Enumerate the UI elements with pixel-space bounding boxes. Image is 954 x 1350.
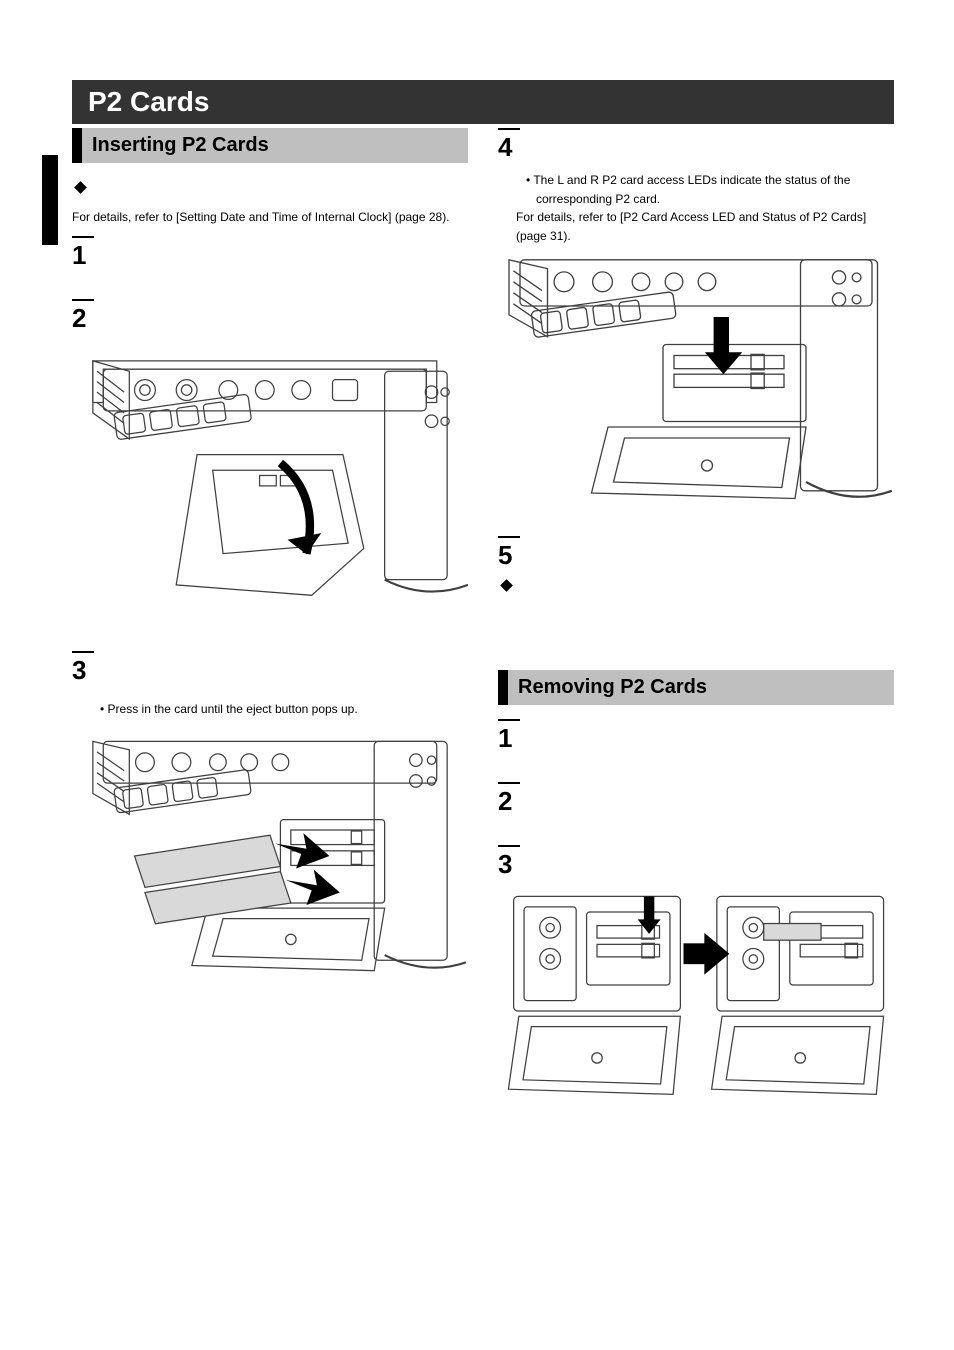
illustration-insert-card	[72, 731, 468, 1002]
step-number: 3	[72, 651, 94, 686]
step-number: 2	[498, 782, 520, 817]
remove-step-1: 1	[498, 719, 894, 774]
step-3: 3 • Press in the card until the eject bu…	[72, 651, 468, 719]
step-number: 4	[498, 128, 520, 163]
step-2: 2	[72, 299, 468, 334]
step4-bullet: • The L and R P2 card access LEDs indica…	[526, 171, 894, 208]
step-number: 1	[498, 719, 520, 754]
figure-open-cover	[72, 340, 468, 621]
diamond-icon	[500, 580, 513, 593]
figure-access-led	[498, 251, 894, 526]
section-inserting-header: Inserting P2 Cards	[72, 128, 468, 163]
step4-detail: For details, refer to [P2 Card Access LE…	[516, 208, 894, 245]
left-column: Inserting P2 Cards For details, refer to…	[72, 128, 468, 1126]
illustration-remove-card	[498, 886, 894, 1115]
step-number: 3	[498, 845, 520, 880]
page-title-bar: P2 Cards	[72, 80, 894, 124]
remove-step-3: 3	[498, 845, 894, 880]
illustration-open-cover	[72, 340, 468, 621]
step-1: 1	[72, 236, 468, 291]
figure-insert-card	[72, 731, 468, 1002]
detail-ref-text: For details, refer to [Setting Date and …	[72, 208, 468, 226]
page-title: P2 Cards	[88, 86, 878, 118]
right-column: 4 • The L and R P2 card access LEDs indi…	[498, 128, 894, 1126]
remove-step-2: 2	[498, 782, 894, 837]
section-removing-header: Removing P2 Cards	[498, 670, 894, 705]
step-number: 1	[72, 236, 94, 271]
step-5: 5	[498, 536, 894, 571]
diamond-icon	[74, 181, 87, 194]
two-column-layout: Inserting P2 Cards For details, refer to…	[72, 128, 894, 1126]
step-4: 4 • The L and R P2 card access LEDs indi…	[498, 128, 894, 245]
note-marker	[72, 177, 468, 202]
step-number: 2	[72, 299, 94, 334]
step-number: 5	[498, 536, 520, 571]
illustration-access-led	[498, 251, 894, 526]
step3-bullet: • Press in the card until the eject butt…	[100, 700, 468, 719]
figure-remove-card	[498, 886, 894, 1115]
chapter-side-tab	[42, 155, 58, 245]
note-marker-2	[498, 575, 894, 600]
